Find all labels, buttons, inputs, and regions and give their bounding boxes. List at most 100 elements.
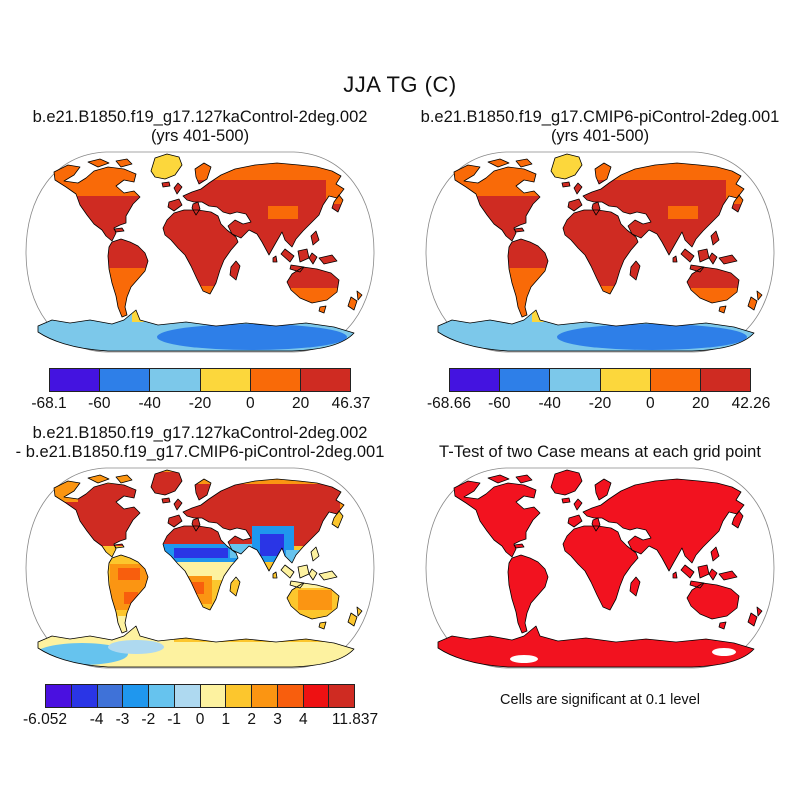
borneo xyxy=(698,249,709,262)
colorbar-tick-label: 11.837 xyxy=(331,711,379,728)
colorbar-segment xyxy=(650,369,701,391)
eurasia xyxy=(583,163,744,255)
colorbar-tick-label: 46.37 xyxy=(331,395,371,412)
colorbar-segment xyxy=(50,369,101,391)
greenland xyxy=(551,470,582,495)
colorbar-tick-label: -2 xyxy=(141,711,156,728)
colorbar-tick-label: -68.66 xyxy=(427,395,471,412)
panel-title: b.e21.B1850.f19_g17.CMIP6-piControl-2deg… xyxy=(408,102,792,146)
south-america xyxy=(508,555,548,633)
colorbar-segment xyxy=(277,685,304,707)
colorbar-tick-label: 20 xyxy=(692,395,710,412)
colorbar-tick-label: 2 xyxy=(247,711,256,728)
colorbar-tick-label: -68.1 xyxy=(31,395,67,412)
colorbar-tick-label: 4 xyxy=(299,711,308,728)
colorbar-segments xyxy=(45,684,355,708)
colorbar: -6.052 -4 -3 -2 -1 0 1 2 3 4 11.837 xyxy=(23,684,378,731)
panel-title-line1: T-Test of two Case means at each grid po… xyxy=(439,443,761,461)
sumatra xyxy=(281,249,294,262)
colorbar-segment xyxy=(250,369,301,391)
colorbar-labels: -68.1 -60 -40 -20 0 20 46.37 xyxy=(31,395,370,415)
panel-difference: b.e21.B1850.f19_g17.127kaControl-2deg.00… xyxy=(8,418,392,731)
africa xyxy=(163,210,238,294)
colorbar-tick-label: -40 xyxy=(538,395,561,412)
colorbar-segment xyxy=(450,369,501,391)
panel-title: b.e21.B1850.f19_g17.127kaControl-2deg.00… xyxy=(8,418,392,462)
new-zealand-north xyxy=(757,607,762,616)
figure-title: JJA TG (C) xyxy=(343,72,457,97)
colorbar-labels: -68.66 -60 -40 -20 0 20 42.26 xyxy=(427,395,770,415)
colorbar-segment xyxy=(200,369,251,391)
colorbar-segment xyxy=(46,685,72,707)
world-map xyxy=(425,151,775,353)
colorbar-tick-label: -60 xyxy=(88,395,111,412)
new-zealand-north xyxy=(357,607,362,616)
colorbar-segment xyxy=(329,685,354,707)
japan xyxy=(732,511,743,528)
colorbar: -68.1 -60 -40 -20 0 20 46.37 xyxy=(31,368,370,415)
iceland xyxy=(562,498,570,503)
colorbar-segment xyxy=(100,369,151,391)
sumatra xyxy=(681,565,694,578)
africa xyxy=(563,526,638,610)
world-map xyxy=(25,467,375,669)
colorbar-tick-label: 42.26 xyxy=(731,395,771,412)
colorbar-tick-label: 3 xyxy=(273,711,282,728)
world-map xyxy=(425,467,775,669)
borneo xyxy=(298,249,309,262)
greenland xyxy=(551,154,582,179)
iberia xyxy=(568,199,582,211)
colorbar-segment xyxy=(600,369,651,391)
colorbar-segment xyxy=(150,369,201,391)
sumatra xyxy=(681,249,694,262)
colorbar-tick-label: -4 xyxy=(89,711,104,728)
colorbar-segment xyxy=(200,685,227,707)
colorbar-tick-label: -20 xyxy=(188,395,212,412)
colorbar-tick-label: -20 xyxy=(588,395,612,412)
colorbar-segment xyxy=(300,369,351,391)
panel-title-line2: - b.e21.B1850.f19_g17.CMIP6-piControl-2d… xyxy=(15,443,385,461)
borneo xyxy=(698,565,709,578)
panel-title-line1: b.e21.B1850.f19_g17.127kaControl-2deg.00… xyxy=(32,424,368,442)
africa xyxy=(563,210,638,294)
colorbar-segment xyxy=(71,685,98,707)
colorbar-tick-label: -1 xyxy=(167,711,182,728)
colorbar-tick-label: 0 xyxy=(646,395,655,412)
panel-title-line2: (yrs 401-500) xyxy=(150,127,250,145)
colorbar-segment xyxy=(700,369,751,391)
panel-title: T-Test of two Case means at each grid po… xyxy=(408,418,792,462)
colorbar-segments xyxy=(449,368,751,392)
colorbar-tick-label: 20 xyxy=(292,395,310,412)
colorbar-segments xyxy=(49,368,351,392)
colorbar-tick-label: -3 xyxy=(115,711,130,728)
panel-title-line2: (yrs 401-500) xyxy=(550,127,650,145)
colorbar-segment xyxy=(174,685,201,707)
iberia xyxy=(568,515,582,527)
australia xyxy=(687,583,739,619)
colorbar-segment xyxy=(252,685,278,707)
panel-title-line1: b.e21.B1850.f19_g17.127kaControl-2deg.00… xyxy=(32,108,368,126)
panel-title-line1: b.e21.B1850.f19_g17.CMIP6-piControl-2deg… xyxy=(420,108,780,126)
colorbar-segment xyxy=(123,685,149,707)
iberia xyxy=(168,199,182,211)
eurasia xyxy=(183,163,344,255)
colorbar-tick-label: 0 xyxy=(195,711,205,728)
colorbar-segment xyxy=(550,369,601,391)
panel-127ka-control: b.e21.B1850.f19_g17.127kaControl-2deg.00… xyxy=(8,102,392,415)
colorbar-tick-label: 0 xyxy=(246,395,255,412)
antarctica-color-overlays xyxy=(510,648,736,663)
colorbar-segment xyxy=(149,685,175,707)
colorbar-tick-label: -40 xyxy=(138,395,161,412)
iceland xyxy=(162,182,170,187)
colorbar-segment xyxy=(97,685,124,707)
colorbar-tick-label: -60 xyxy=(488,395,511,412)
colorbar: -68.66 -60 -40 -20 0 20 42.26 xyxy=(427,368,770,415)
colorbar-tick-label: 1 xyxy=(221,711,231,728)
colorbar-labels: -6.052 -4 -3 -2 -1 0 1 2 3 4 11.837 xyxy=(23,711,378,731)
japan xyxy=(332,511,343,528)
colorbar-segment xyxy=(226,685,252,707)
panel-ttest: T-Test of two Case means at each grid po… xyxy=(408,418,792,708)
panel-title: b.e21.B1850.f19_g17.127kaControl-2deg.00… xyxy=(8,102,392,146)
eurasia xyxy=(583,479,744,571)
